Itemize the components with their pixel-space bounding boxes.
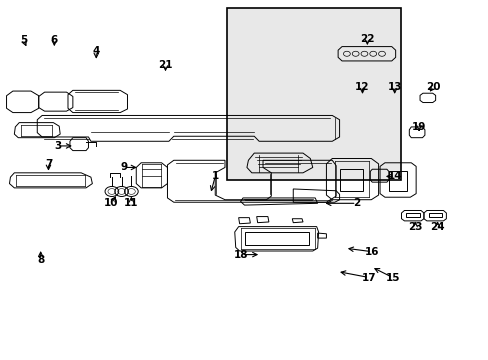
Bar [406, 213, 419, 217]
Text: 3: 3 [55, 141, 61, 151]
Text: 7: 7 [45, 159, 52, 169]
Bar [227, 8, 400, 180]
Bar [245, 231, 308, 245]
Text: 4: 4 [92, 46, 100, 56]
Text: 16: 16 [364, 247, 379, 257]
Text: 22: 22 [359, 35, 374, 44]
Text: 12: 12 [354, 82, 369, 92]
Text: 5: 5 [20, 35, 27, 45]
Text: 14: 14 [386, 171, 401, 181]
Text: 23: 23 [407, 222, 422, 232]
Bar [428, 213, 442, 217]
Text: 10: 10 [104, 198, 119, 208]
Text: 21: 21 [158, 60, 172, 70]
Text: 1: 1 [211, 171, 219, 181]
Text: 13: 13 [386, 82, 401, 92]
Text: 19: 19 [411, 122, 426, 132]
Text: 11: 11 [124, 198, 138, 208]
Text: 9: 9 [120, 162, 127, 172]
Text: 20: 20 [426, 82, 440, 92]
Text: 15: 15 [385, 273, 399, 283]
Text: 8: 8 [37, 255, 44, 265]
Bar [388, 171, 407, 191]
Text: 24: 24 [429, 222, 444, 232]
Text: 6: 6 [51, 35, 58, 45]
Bar [339, 168, 362, 191]
Text: 18: 18 [233, 249, 248, 260]
Text: 17: 17 [361, 273, 376, 283]
Text: 2: 2 [352, 198, 360, 208]
